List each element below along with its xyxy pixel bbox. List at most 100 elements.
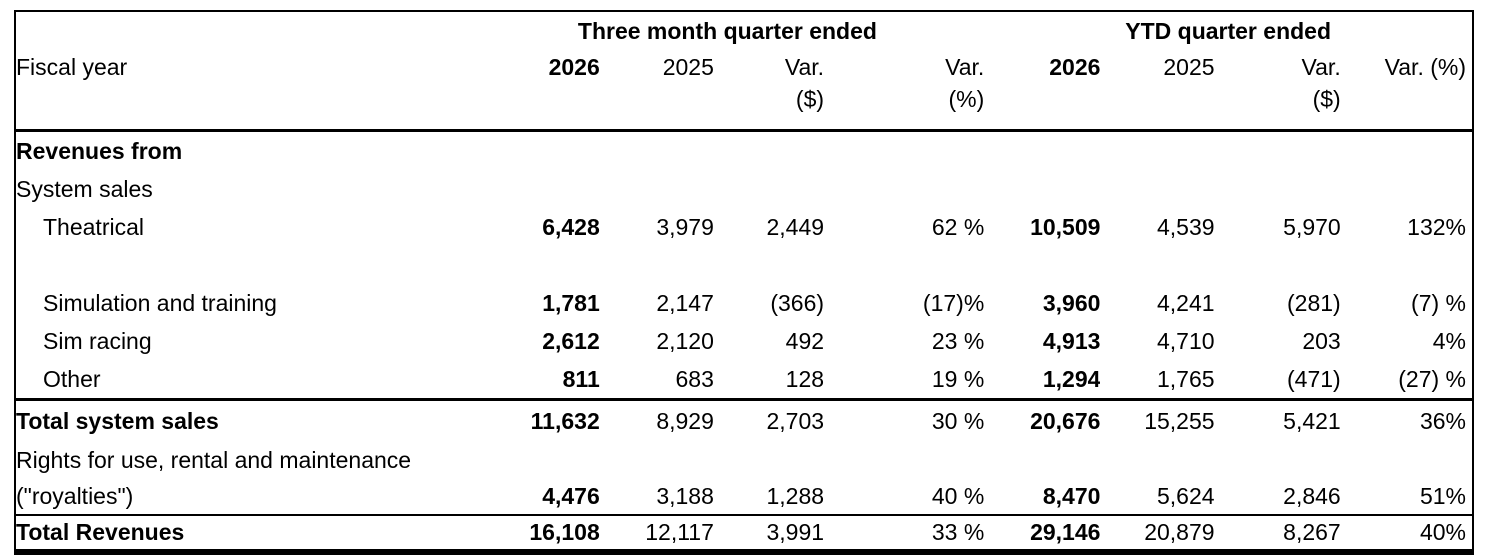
- header-sub-pct-q: (%): [824, 84, 985, 132]
- cell: 19 %: [931, 365, 985, 392]
- cell: 3,960: [1042, 289, 1101, 316]
- cell: [714, 131, 824, 171]
- cell: 8,929: [599, 398, 714, 441]
- row-label: Rights for use, rental and maintenance: [16, 446, 412, 473]
- cell: 2,612: [542, 327, 600, 354]
- header-group-row: Three month quarter ended YTD quarter en…: [15, 11, 1473, 50]
- table-row-rights-for-use: Rights for use, rental and maintenance: [15, 441, 1473, 479]
- header-col-var-dollar-ytd: Var.: [1301, 53, 1341, 80]
- cell: 128: [785, 365, 825, 392]
- cell: (366): [770, 289, 825, 316]
- row-label: Other: [43, 365, 101, 392]
- table-row-simulation-and-training: Simulation and training 1,781 2,147 (366…: [15, 284, 1473, 322]
- row-label: Sim racing: [43, 327, 152, 354]
- cell: 5,421: [1214, 398, 1341, 441]
- cell: 51%: [1419, 483, 1466, 509]
- header-sub-1: [470, 84, 600, 132]
- cell: 683: [675, 365, 714, 392]
- cell: [1100, 131, 1214, 171]
- cell: 11,632: [470, 398, 600, 441]
- table-row-sim-racing: Sim racing 2,612 2,120 492 23 % 4,913 4,…: [15, 322, 1473, 360]
- row-label: System sales: [16, 175, 153, 202]
- table-row-total-system-sales: Total system sales 11,632 8,929 2,703 30…: [15, 398, 1473, 441]
- cell: 16,108: [470, 514, 600, 552]
- cell: 2,846: [1283, 483, 1341, 509]
- cell: 36%: [1340, 398, 1473, 441]
- header-sub-empty: [15, 84, 471, 132]
- header-col-var-pct-ytd: Var. (%): [1384, 53, 1466, 80]
- header-sub-5: [984, 84, 1101, 132]
- cell: [471, 170, 600, 208]
- cell: 2,147: [656, 289, 714, 316]
- table-row-other: Other 811 683 128 19 % 1,294 1,765 (471)…: [15, 360, 1473, 400]
- revenue-table: Three month quarter ended YTD quarter en…: [14, 10, 1474, 555]
- cell: 62 %: [931, 213, 985, 240]
- row-label: ("royalties"): [16, 483, 134, 509]
- header-column-row: Fiscal year 2026 2025 Var. Var. 2026 202…: [15, 50, 1473, 84]
- row-label: Simulation and training: [43, 289, 277, 316]
- cell: 4,710: [1157, 327, 1215, 354]
- cell: 8,470: [1042, 483, 1101, 509]
- cell: 2,120: [656, 327, 714, 354]
- cell: 23 %: [931, 327, 985, 354]
- cell: [1341, 170, 1473, 208]
- cell: 10,509: [1030, 213, 1101, 240]
- cell: 4,539: [1157, 213, 1215, 240]
- header-sub-8: [1340, 84, 1473, 132]
- cell: 3,188: [656, 483, 714, 509]
- table-row-revenues-from: Revenues from: [15, 131, 1473, 171]
- cell: (7) %: [1411, 289, 1466, 316]
- cell: 492: [785, 327, 825, 354]
- header-sub-2: [599, 84, 714, 132]
- cell: 5,624: [1157, 483, 1215, 509]
- group-header-ytd: YTD quarter ended: [1125, 17, 1332, 44]
- row-label: Revenues from: [16, 137, 183, 164]
- table-row-spacer: [15, 246, 1473, 284]
- cell: [824, 441, 984, 479]
- cell: 4%: [1432, 327, 1466, 354]
- cell: [714, 441, 824, 479]
- header-col-2026-ytd: 2026: [1049, 53, 1101, 80]
- table-row-royalties: ("royalties") 4,476 3,188 1,288 40 % 8,4…: [15, 479, 1473, 515]
- cell: 15,255: [1100, 398, 1215, 441]
- header-col-var-dollar-q: Var.: [784, 53, 825, 80]
- row-label: Theatrical: [43, 213, 144, 240]
- cell: 2,449: [766, 213, 825, 240]
- cell: [471, 441, 600, 479]
- header-col-2026-q: 2026: [548, 53, 600, 80]
- cell: [714, 170, 824, 208]
- header-subunit-row: ($) (%) ($): [15, 84, 1473, 132]
- cell: (281): [1287, 289, 1341, 316]
- cell: 811: [562, 365, 600, 392]
- cell: (471): [1287, 365, 1341, 392]
- cell: 4,476: [542, 483, 600, 509]
- header-col-2025-ytd: 2025: [1163, 53, 1215, 80]
- cell: [1215, 170, 1341, 208]
- cell: [600, 170, 714, 208]
- cell: [1215, 441, 1341, 479]
- cell: [984, 131, 1100, 171]
- cell: 33 %: [824, 514, 985, 552]
- cell: 40 %: [931, 483, 985, 509]
- spacer-cell: [15, 246, 1473, 284]
- cell: 1,765: [1157, 365, 1215, 392]
- header-fiscal-year: Fiscal year: [16, 53, 128, 80]
- table-row-total-revenues: Total Revenues 16,108 12,117 3,991 33 % …: [15, 514, 1473, 552]
- header-empty-cell: [15, 11, 471, 50]
- header-col-var-pct-q: Var.: [945, 53, 985, 80]
- cell: [600, 131, 714, 171]
- cell: [984, 170, 1100, 208]
- row-label: Total Revenues: [15, 514, 471, 552]
- cell: 29,146: [984, 514, 1101, 552]
- cell: 3,991: [713, 514, 825, 552]
- table-row-theatrical: Theatrical 6,428 3,979 2,449 62 % 10,509…: [15, 208, 1473, 246]
- group-header-three-month: Three month quarter ended: [577, 17, 877, 44]
- cell: 2,703: [713, 398, 825, 441]
- cell: 20,676: [984, 398, 1101, 441]
- cell: 4,913: [1042, 327, 1101, 354]
- cell: 5,970: [1283, 213, 1341, 240]
- cell: 1,294: [1042, 365, 1101, 392]
- cell: 203: [1302, 327, 1341, 354]
- cell: 40%: [1340, 514, 1473, 552]
